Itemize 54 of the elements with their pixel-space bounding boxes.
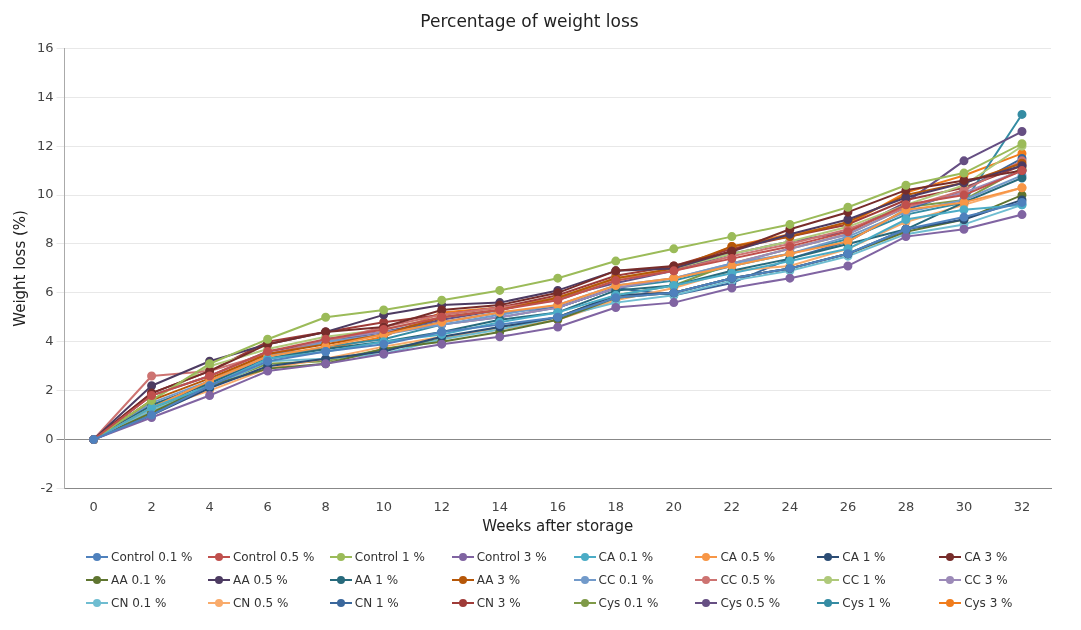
y-tick-label: 14 [37,88,54,104]
y-tick-label: 4 [45,333,54,349]
x-tick-label: 20 [665,498,683,514]
legend-label: CN 0.5 % [232,596,289,610]
legend-label: Control 3 % [476,550,547,564]
x-tick-label: 24 [781,498,799,514]
x-tick-label: 10 [375,498,392,514]
y-tick-label: 10 [37,186,54,202]
y-tick-label: 12 [37,137,54,153]
legend-label: CC 0.5 % [720,573,776,587]
x-tick-label: 26 [839,498,857,514]
legend-label: AA 0.5 % [232,573,288,587]
legend-label: CA 0.1 % [598,550,654,564]
x-tick-label: 28 [897,498,915,514]
legend-label: CC 1 % [842,573,886,587]
x-tick-label: 16 [549,498,567,514]
legend-label: Control 0.5 % [232,550,315,564]
x-tick-label: 12 [433,498,450,514]
x-axis-title: Weeks after storage [482,516,634,535]
legend-label: CN 1 % [354,596,399,610]
x-tick-label: 4 [205,498,214,514]
y-tick-label: 2 [45,382,54,397]
legend-label: Control 1 % [354,550,425,564]
x-tick-label: 14 [491,498,509,514]
legend-label: Cys 0.5 % [720,596,781,610]
legend-label: CC 0.1 % [598,573,654,587]
y-tick-label: -2 [40,479,54,495]
legend-label: AA 1 % [354,573,399,587]
x-tick-label: 22 [723,498,741,514]
legend-label: AA 3 % [476,573,521,587]
legend-label: Cys 1 % [842,596,891,610]
legend-label: CA 1 % [842,550,886,564]
x-tick-label: 6 [263,498,272,514]
x-tick-label: 8 [321,498,330,514]
legend-label: Control 0.1 % [111,550,193,564]
x-tick-label: 2 [147,498,156,514]
y-axis-title: Weight loss (%) [10,210,29,327]
x-tick-label: 32 [1013,498,1031,514]
y-tick-label: 16 [37,39,54,55]
legend-label: Cys 3 % [964,596,1013,610]
legend-label: CN 3 % [476,596,521,610]
y-tick-label: 0 [45,430,54,446]
legend-label: CC 3 % [964,573,1008,587]
x-tick-label: 18 [607,498,625,514]
x-tick-label: 30 [955,498,973,514]
legend-label: CA 0.5 % [720,550,776,564]
chart-title: Percentage of weight loss [420,10,639,31]
y-tick-label: 8 [45,235,54,251]
legend-label: AA 0.1 % [111,573,166,587]
y-tick-label: 6 [45,284,54,300]
legend-label: CA 3 % [964,550,1008,564]
x-tick-label: 0 [89,498,98,514]
legend-label: CN 0.1 % [111,596,167,610]
legend-label: Cys 0.1 % [598,596,659,610]
